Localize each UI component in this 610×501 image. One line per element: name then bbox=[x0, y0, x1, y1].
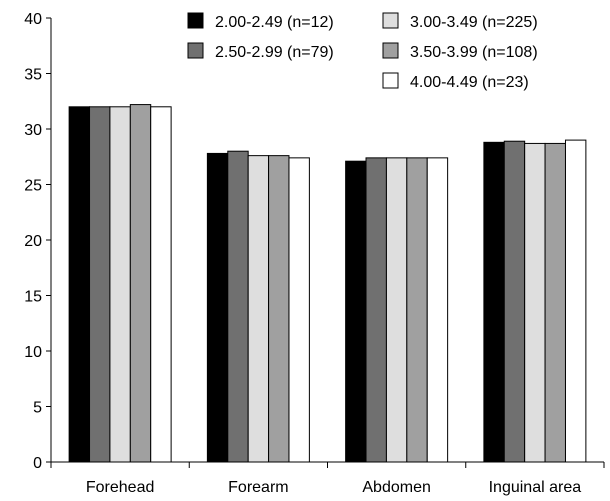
bar-forehead-series-1 bbox=[68, 106, 91, 463]
x-category-label: Forehead bbox=[86, 479, 155, 496]
legend-swatch bbox=[382, 72, 399, 89]
bar-forearm-series-2 bbox=[227, 150, 249, 463]
legend-swatch bbox=[187, 12, 204, 29]
bar-abdomen-series-5 bbox=[426, 157, 449, 463]
x-category-label: Abdomen bbox=[362, 479, 431, 496]
y-tick-label: 40 bbox=[24, 11, 42, 28]
legend-swatch bbox=[187, 42, 204, 59]
legend-label: 2.50-2.99 (n=79) bbox=[215, 44, 334, 61]
x-category-label: Forearm bbox=[228, 479, 288, 496]
bar-forearm-series-4 bbox=[268, 155, 290, 463]
bar-abdomen-series-3 bbox=[385, 157, 408, 463]
y-tick-label: 35 bbox=[24, 67, 42, 84]
legend-swatch bbox=[382, 42, 399, 59]
bars-group bbox=[68, 104, 587, 463]
y-tick-label: 10 bbox=[24, 344, 42, 361]
bar-inguinal-area-series-5 bbox=[564, 139, 587, 463]
legend: 2.00-2.49 (n=12) 2.50-2.99 (n=79) 3.00-3.4… bbox=[187, 12, 538, 91]
bar-abdomen-series-1 bbox=[345, 160, 367, 463]
legend-label: 4.00-4.49 (n=23) bbox=[410, 74, 529, 91]
legend-label: 3.00-3.49 (n=225) bbox=[410, 14, 538, 31]
bar-inguinal-area-series-4 bbox=[544, 142, 566, 463]
legend-label: 2.00-2.49 (n=12) bbox=[215, 14, 334, 31]
y-tick-label: 15 bbox=[24, 289, 42, 306]
y-tick-label: 30 bbox=[24, 122, 42, 139]
x-category-label: Inguinal area bbox=[489, 479, 582, 496]
bar-inguinal-area-series-3 bbox=[524, 142, 546, 463]
y-tick-label: 5 bbox=[33, 400, 42, 417]
bar-forehead-series-2 bbox=[89, 106, 111, 463]
bar-forearm-series-1 bbox=[206, 152, 229, 463]
bar-forehead-series-4 bbox=[129, 104, 152, 463]
y-tick-label: 20 bbox=[24, 233, 42, 250]
bar-abdomen-series-4 bbox=[406, 157, 428, 463]
bar-forehead-series-3 bbox=[109, 106, 131, 463]
y-tick-label: 25 bbox=[24, 178, 42, 195]
bar-forehead-series-5 bbox=[150, 106, 172, 463]
y-tick-label: 0 bbox=[33, 455, 42, 472]
axes-group: 0 5 10 15 20 25 30 35 40 Forehead Forearm Abdomen In… bbox=[24, 11, 605, 496]
bar-forearm-series-5 bbox=[288, 157, 310, 463]
bar-abdomen-series-2 bbox=[365, 157, 387, 463]
bar-forearm-series-3 bbox=[247, 155, 270, 463]
bar-inguinal-area-series-1 bbox=[483, 141, 505, 463]
legend-label: 3.50-3.99 (n=108) bbox=[410, 44, 538, 61]
legend-swatch bbox=[382, 12, 399, 29]
bar-inguinal-area-series-2 bbox=[503, 140, 526, 463]
